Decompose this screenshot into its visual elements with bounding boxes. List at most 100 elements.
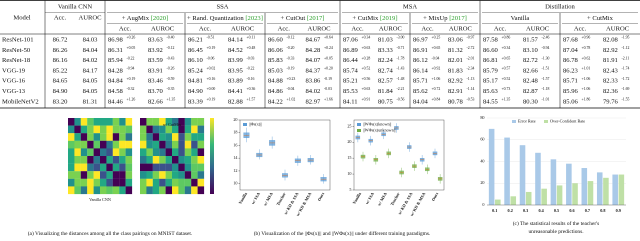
- x-tick-label: w/ SSA: [364, 191, 375, 205]
- heatmap-cell: [125, 125, 133, 134]
- heatmap-cell: [125, 171, 133, 179]
- heatmap-cell: [146, 178, 153, 187]
- heatmap-cell: [87, 163, 94, 172]
- heatmap-cell: [119, 171, 126, 179]
- cell: 79.76: [603, 98, 619, 105]
- delta: +0.57: [502, 67, 511, 71]
- heatmap-cell: [152, 171, 160, 179]
- heatmap-cell: [178, 125, 185, 134]
- cell: 86.06: [268, 47, 284, 54]
- y-tick-label: 80: [480, 115, 484, 120]
- cell: 84.05: [83, 78, 99, 85]
- cell: 82.36: [603, 88, 619, 95]
- delta: +0.91: [362, 97, 371, 101]
- heatmap-cell: [74, 148, 81, 157]
- heatmap-cell: [191, 118, 198, 126]
- bar: [587, 181, 594, 205]
- cell: 82.33: [603, 78, 619, 85]
- delta: +0.28: [362, 56, 371, 60]
- cell: 82.92: [448, 78, 463, 85]
- delta: +1.02: [287, 97, 296, 101]
- heatmap-cell: [125, 133, 133, 141]
- model-name: VGG-19: [2, 67, 26, 74]
- cell: 84.52: [228, 47, 243, 54]
- cell: 84.37: [306, 67, 322, 74]
- bar: [612, 174, 618, 205]
- heatmap-cell: [112, 118, 120, 126]
- delta: +0.56: [362, 77, 371, 81]
- bar: [525, 191, 532, 205]
- heatmap-cell: [112, 178, 120, 187]
- cell: 82.48: [523, 78, 539, 85]
- heatmap-cell: [112, 186, 120, 195]
- heatmap-cell: [165, 163, 173, 172]
- x-tick-label: Teacher: [389, 191, 401, 206]
- heatmap-cell: [184, 118, 192, 126]
- heatmap-cell: [74, 171, 81, 179]
- heatmap-cell: [165, 178, 173, 187]
- x-tick-label: w/ SSA: [250, 191, 261, 205]
- colorbar: [210, 118, 214, 194]
- method-name: + AugMix: [122, 15, 151, 22]
- heatmap-cell: [87, 178, 94, 187]
- heatmap-cell: [119, 178, 126, 187]
- heatmap-cell: [80, 156, 88, 164]
- heatmap-cell: [197, 125, 205, 134]
- delta: +1.86: [582, 97, 591, 101]
- heatmap-cell: [159, 163, 166, 172]
- legend-label: Error Rate: [518, 119, 536, 124]
- cell: 82.87: [523, 88, 539, 95]
- delta: -0.03: [247, 56, 255, 60]
- cell: 83.63: [148, 37, 164, 44]
- heatmap-cell: [74, 156, 81, 164]
- model-name: ResNet-50: [2, 47, 31, 54]
- delta: +0.26: [127, 36, 136, 40]
- cell: 84.22: [268, 98, 283, 105]
- heatmap-cell: [112, 156, 120, 164]
- delta: -1.57: [542, 77, 550, 81]
- cell: 81.83: [448, 67, 464, 74]
- x-tick-label: 0.1: [492, 208, 497, 213]
- delta: +0.84: [432, 97, 441, 101]
- cell: 87.58: [483, 37, 499, 44]
- cell: 84.14: [228, 37, 244, 44]
- bar: [572, 183, 578, 205]
- x-tick-label: Ours: [430, 191, 439, 202]
- delta: -0.53: [467, 97, 475, 101]
- heatmap-cell: [125, 148, 133, 157]
- delta: -0.04: [432, 56, 440, 60]
- header-metric: AUROC: [449, 26, 473, 33]
- heatmap-cell: [140, 140, 147, 149]
- heatmap-cell: [172, 125, 179, 134]
- header-metric: Acc.: [278, 26, 291, 33]
- heatmap-cell: [152, 140, 160, 149]
- header-metric: AUROC: [78, 15, 102, 22]
- cell: 82.57: [378, 78, 394, 85]
- heatmap-cell: [152, 125, 160, 134]
- heatmap-cell: [159, 178, 166, 187]
- delta: +0.92: [432, 67, 441, 71]
- heatmap-cell: [112, 133, 120, 141]
- legend-label: ||WΦs(x)known||: [363, 122, 391, 127]
- method-name: Vanilla: [511, 15, 530, 22]
- heatmap-cell: [93, 148, 101, 157]
- heatmap-cell: [80, 178, 88, 187]
- heatmap-cell: [197, 163, 205, 172]
- cell: 84.04: [83, 47, 99, 54]
- delta: +0.23: [287, 77, 296, 81]
- heatmap-cell: [140, 186, 147, 195]
- cell: 82.66: [148, 98, 164, 105]
- heatmap-cell: [197, 140, 205, 149]
- header-method: + CutMix: [587, 15, 614, 22]
- legend-label: ||Φs(x)||: [249, 122, 262, 127]
- header-metric: Acc.: [199, 26, 212, 33]
- cell: 86.44: [343, 57, 359, 64]
- heatmap-cell: [165, 140, 173, 149]
- delta: -0.20: [287, 46, 295, 50]
- delta: -2.21: [397, 87, 405, 91]
- heatmap-cell: [93, 133, 101, 141]
- heatmap-cell: [172, 186, 179, 195]
- heatmap-cell: [152, 118, 160, 126]
- heatmap-cell: [125, 156, 133, 164]
